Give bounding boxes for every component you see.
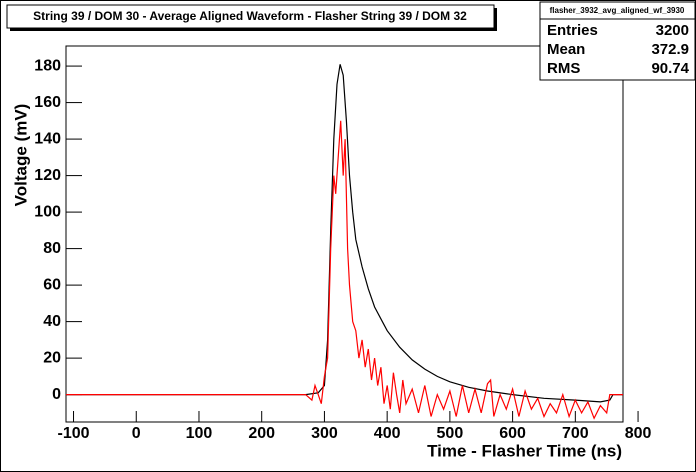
x-tick-label: 700 [562, 425, 589, 442]
x-tick-label: 300 [311, 425, 338, 442]
title-box [6, 4, 495, 29]
stats-box [539, 1, 696, 81]
waveform-line [66, 120, 623, 420]
x-tick-label: 200 [248, 425, 275, 442]
x-tick-label: 500 [437, 425, 464, 442]
x-tick-label: 0 [132, 425, 141, 442]
stats-label: Entries [547, 22, 598, 39]
y-axis-label: Voltage (mV) [11, 104, 30, 207]
chart-title: String 39 / DOM 30 - Average Aligned Wav… [33, 9, 467, 23]
x-tick-label: 400 [374, 425, 401, 442]
y-tick-label: 0 [52, 386, 61, 403]
y-tick-label: 60 [43, 276, 61, 293]
x-tick-label: 100 [186, 425, 213, 442]
stats-value: 3200 [656, 22, 689, 39]
y-tick-label: 140 [34, 130, 61, 147]
plot-frame [65, 45, 624, 423]
stats-value: 372.9 [651, 41, 689, 58]
y-tick-label: 20 [43, 349, 61, 366]
x-tick-label: -100 [58, 425, 90, 442]
x-axis-label: Time - Flasher Time (ns) [427, 441, 622, 460]
x-tick-label: 600 [499, 425, 526, 442]
stats-value: 90.74 [651, 60, 689, 77]
y-tick-label: 100 [34, 203, 61, 220]
stats-label: Mean [547, 41, 585, 58]
y-tick-label: 40 [43, 313, 61, 330]
y-tick-label: 160 [34, 94, 61, 111]
stats-label: RMS [547, 60, 580, 77]
x-tick-label: 800 [625, 425, 652, 442]
waveform-line [66, 64, 623, 403]
y-tick-label: 120 [34, 167, 61, 184]
stats-title: flasher_3932_avg_aligned_wf_3930 [550, 6, 685, 15]
y-tick-label: 80 [43, 240, 61, 257]
y-tick-label: 180 [34, 57, 61, 74]
